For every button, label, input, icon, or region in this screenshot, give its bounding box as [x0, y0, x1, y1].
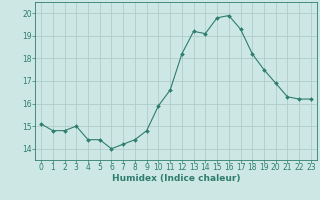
X-axis label: Humidex (Indice chaleur): Humidex (Indice chaleur)	[112, 174, 240, 183]
